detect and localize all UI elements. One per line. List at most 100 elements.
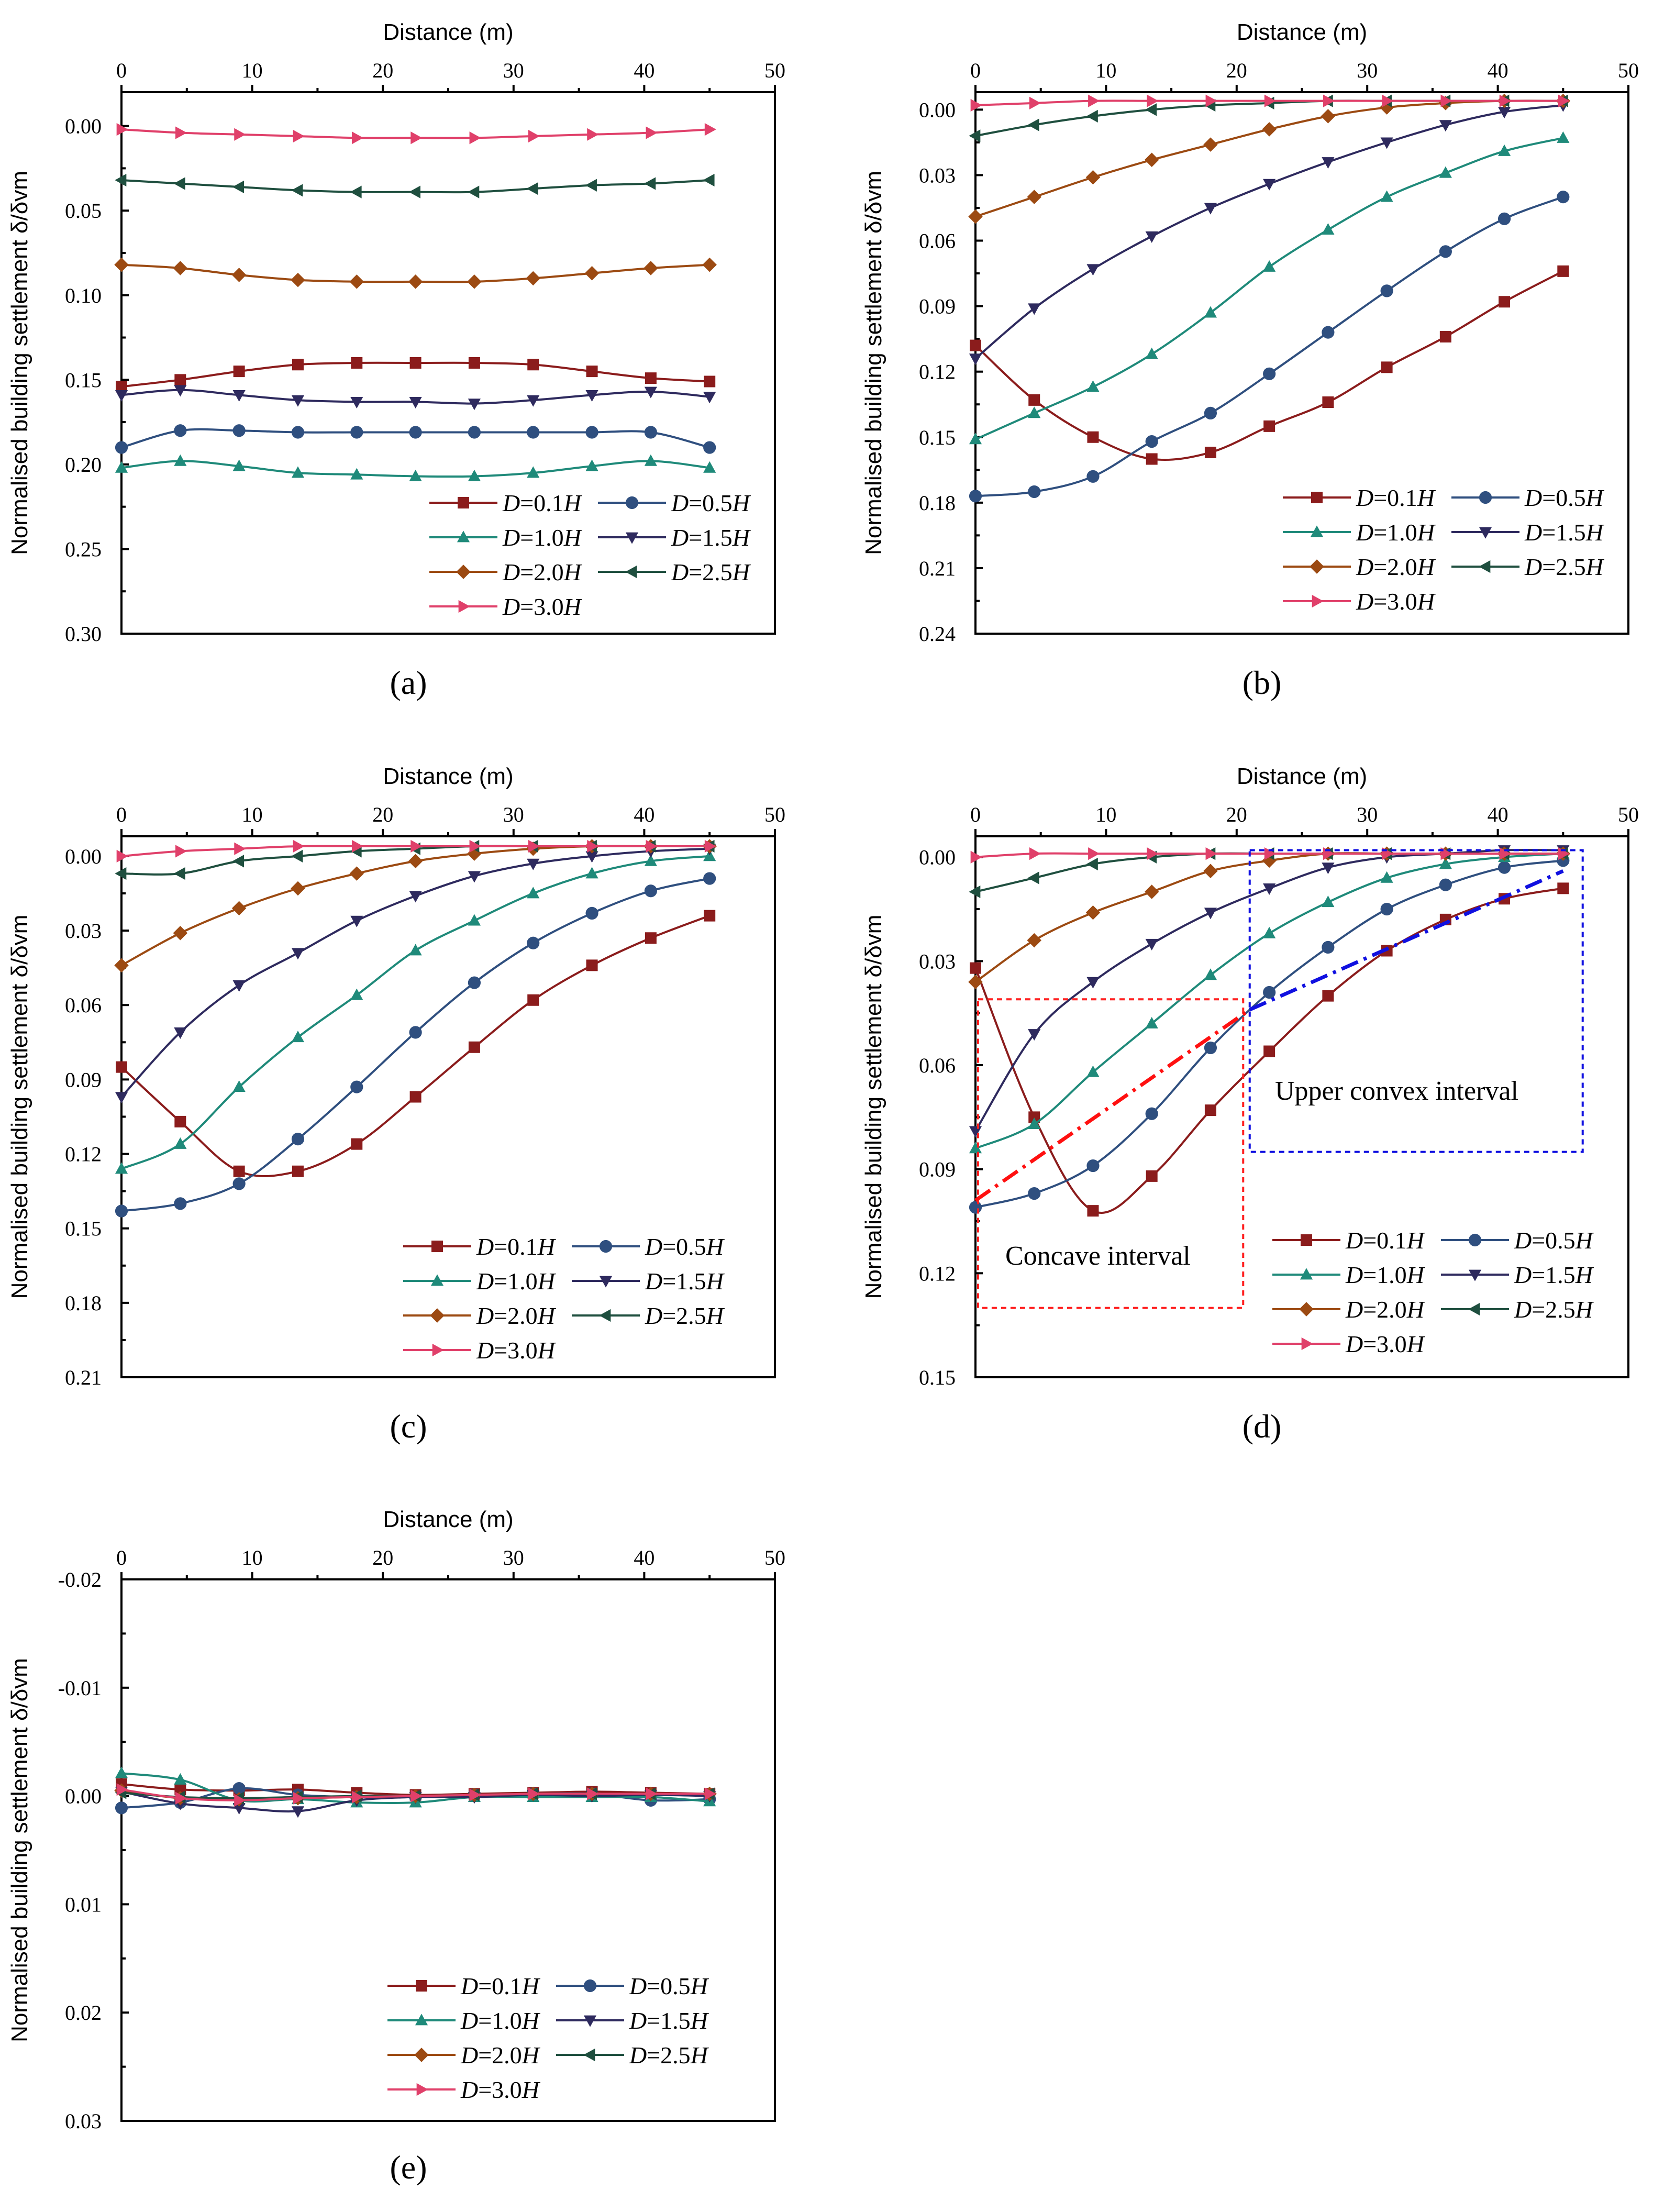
data-point-D=1.5H [232, 980, 246, 992]
series-line-D=0.5H [121, 877, 710, 1212]
series-line-D=0.5H [975, 196, 1563, 497]
data-point-D=1.0H [1497, 144, 1511, 156]
y-tick-label: 0.12 [919, 360, 956, 384]
legend-label-D=1.5H: D=1.5H [1514, 1262, 1594, 1288]
data-point-D=0.5H [585, 906, 598, 920]
data-point-D=3.0H [528, 839, 540, 853]
legend-marker-D=1.5H [583, 2015, 597, 2027]
data-point-D=3.0H [351, 839, 363, 853]
data-point-D=3.0H [1323, 94, 1335, 107]
data-point-D=1.5H [644, 386, 657, 399]
data-point-D=0.1H [351, 1138, 363, 1150]
legend-label-D=2.5H: D=2.5H [645, 1302, 725, 1329]
data-point-D=0.5H [232, 1782, 246, 1795]
data-point-D=0.5H [350, 1080, 363, 1093]
data-point-D=0.1H [409, 357, 421, 369]
x-tick-label: 40 [634, 803, 655, 826]
data-point-D=3.0H [293, 129, 305, 143]
y-tick-label: 0.15 [919, 1366, 956, 1389]
data-point-D=0.1H [645, 372, 657, 384]
data-point-D=0.5H [1086, 1159, 1100, 1173]
x-tick-label: 10 [1095, 803, 1116, 826]
x-tick-label: 0 [116, 1546, 127, 1569]
data-point-D=0.1H [1204, 1104, 1216, 1116]
data-point-D=3.0H [587, 128, 599, 141]
data-point-D=0.5H [232, 1177, 246, 1190]
y-tick-label: 0.30 [65, 622, 102, 646]
data-point-D=0.1H [970, 962, 981, 974]
data-point-D=0.1H [1263, 420, 1275, 432]
data-point-D=2.0H [1085, 905, 1101, 920]
data-point-D=2.0H [1203, 864, 1218, 878]
data-point-D=1.5H [703, 392, 716, 404]
data-point-D=0.1H [1557, 882, 1569, 894]
x-tick-label: 30 [503, 803, 524, 826]
data-point-D=3.0H [646, 1787, 658, 1800]
data-point-D=1.0H [1322, 895, 1335, 908]
data-point-D=0.5H [644, 426, 657, 439]
data-point-D=2.0H [114, 257, 129, 272]
data-point-D=2.0H [291, 272, 305, 287]
data-point-D=3.0H [1205, 94, 1217, 107]
x-tick-label: 20 [372, 1546, 393, 1569]
y-tick-label: 0.15 [65, 368, 102, 392]
data-point-D=2.0H [114, 958, 129, 973]
data-point-D=3.0H [1499, 94, 1511, 107]
data-point-D=1.0H [1028, 1117, 1041, 1129]
legend-label-D=0.1H: D=0.1H [1356, 484, 1436, 511]
legend-marker-D=1.0H [457, 530, 470, 543]
chart-panel-0: 0 10 20 30 40 50 Distance (m) 0.00 0.05 0.10 0.15 0… [7, 19, 785, 701]
data-point-D=0.1H [1028, 1111, 1040, 1123]
y-tick-label: 0.05 [65, 199, 102, 223]
data-point-D=1.5H [291, 395, 305, 407]
data-point-D=3.0H [646, 839, 658, 853]
data-point-D=3.0H [293, 1791, 305, 1805]
data-point-D=2.0H [408, 854, 423, 869]
y-tick-label: 0.21 [919, 557, 956, 580]
data-point-D=2.0H [291, 881, 305, 896]
data-point-D=0.5H [1145, 435, 1158, 448]
data-point-D=2.5H [526, 182, 538, 195]
panel-label: (c) [390, 1408, 427, 1445]
legend-marker-D=0.5H [1468, 1233, 1482, 1247]
x-tick-label: 0 [116, 59, 127, 82]
legend-label-D=2.0H: D=2.0H [460, 2042, 541, 2069]
data-point-D=1.0H [350, 988, 363, 1000]
x-tick-label: 30 [503, 1546, 524, 1569]
data-point-D=2.0H [231, 901, 247, 916]
data-point-D=1.0H [1145, 347, 1158, 359]
x-tick-label: 0 [970, 59, 981, 82]
data-point-D=0.5H [409, 1026, 422, 1039]
data-point-D=2.0H [1027, 933, 1041, 948]
x-axis-title: Distance (m) [1237, 764, 1367, 789]
legend-marker-D=1.5H [599, 1276, 613, 1288]
data-point-D=1.0H [115, 1766, 128, 1778]
data-point-D=1.5H [468, 871, 481, 883]
data-point-D=0.5H [291, 426, 305, 439]
legend-label-D=0.1H: D=0.1H [476, 1233, 557, 1260]
data-point-D=0.1H [292, 1165, 304, 1177]
data-point-D=1.0H [527, 887, 540, 899]
data-point-D=3.0H [1558, 94, 1570, 107]
data-point-D=0.5H [1145, 1107, 1158, 1120]
legend-marker-D=2.5H [1479, 560, 1491, 573]
data-point-D=3.0H [704, 123, 716, 136]
data-point-D=1.0H [969, 433, 982, 445]
data-point-D=0.5H [1322, 326, 1335, 339]
legend-label-D=2.5H: D=2.5H [629, 2042, 709, 2069]
data-point-D=3.0H [528, 129, 540, 143]
legend-label-D=0.5H: D=0.5H [671, 490, 751, 516]
legend-marker-D=3.0H [416, 2083, 428, 2096]
data-point-D=1.0H [1263, 260, 1276, 272]
y-tick-label: -0.01 [58, 1676, 102, 1700]
y-tick-label: 0.00 [65, 115, 102, 138]
data-point-D=2.5H [115, 867, 127, 880]
data-point-D=2.0H [173, 261, 188, 275]
data-point-D=2.0H [702, 257, 717, 272]
y-axis-title: Normalised building settlement δ/δvm [861, 915, 886, 1299]
legend-label-D=0.5H: D=0.5H [1514, 1227, 1594, 1254]
data-point-D=1.0H [291, 1031, 305, 1043]
data-point-D=2.5H [585, 179, 597, 192]
data-point-D=0.5H [527, 426, 540, 439]
